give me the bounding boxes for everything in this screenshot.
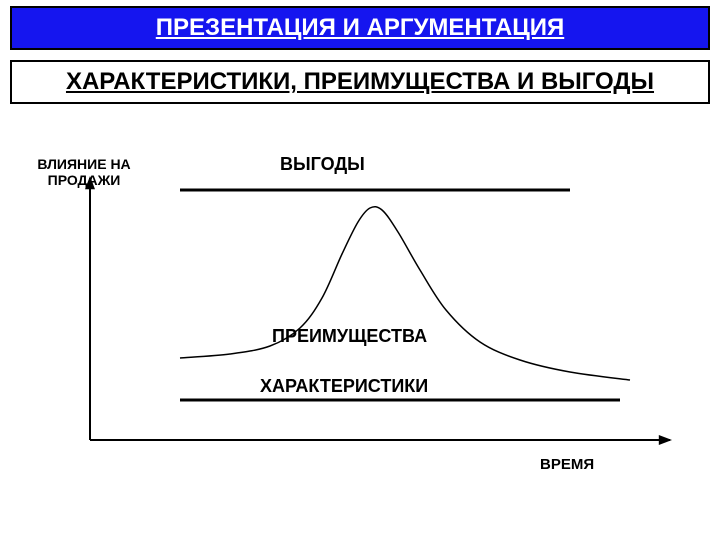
- subtitle-text: ХАРАКТЕРИСТИКИ, ПРЕИМУЩЕСТВА И ВЫГОДЫ: [66, 68, 654, 96]
- chart-svg: [90, 150, 680, 450]
- title-banner: ПРЕЗЕНТАЦИЯ И АРГУМЕНТАЦИЯ: [10, 6, 710, 50]
- x-axis-label: ВРЕМЯ: [540, 456, 594, 473]
- series-label-characteristics: ХАРАКТЕРИСТИКИ: [260, 376, 428, 397]
- title-text: ПРЕЗЕНТАЦИЯ И АРГУМЕНТАЦИЯ: [156, 14, 564, 42]
- slide: ПРЕЗЕНТАЦИЯ И АРГУМЕНТАЦИЯ ХАРАКТЕРИСТИК…: [0, 0, 720, 540]
- subtitle-banner: ХАРАКТЕРИСТИКИ, ПРЕИМУЩЕСТВА И ВЫГОДЫ: [10, 60, 710, 104]
- series-label-advantages: ПРЕИМУЩЕСТВА: [272, 326, 427, 347]
- chart-area: [90, 150, 680, 450]
- series-label-benefits: ВЫГОДЫ: [280, 154, 365, 175]
